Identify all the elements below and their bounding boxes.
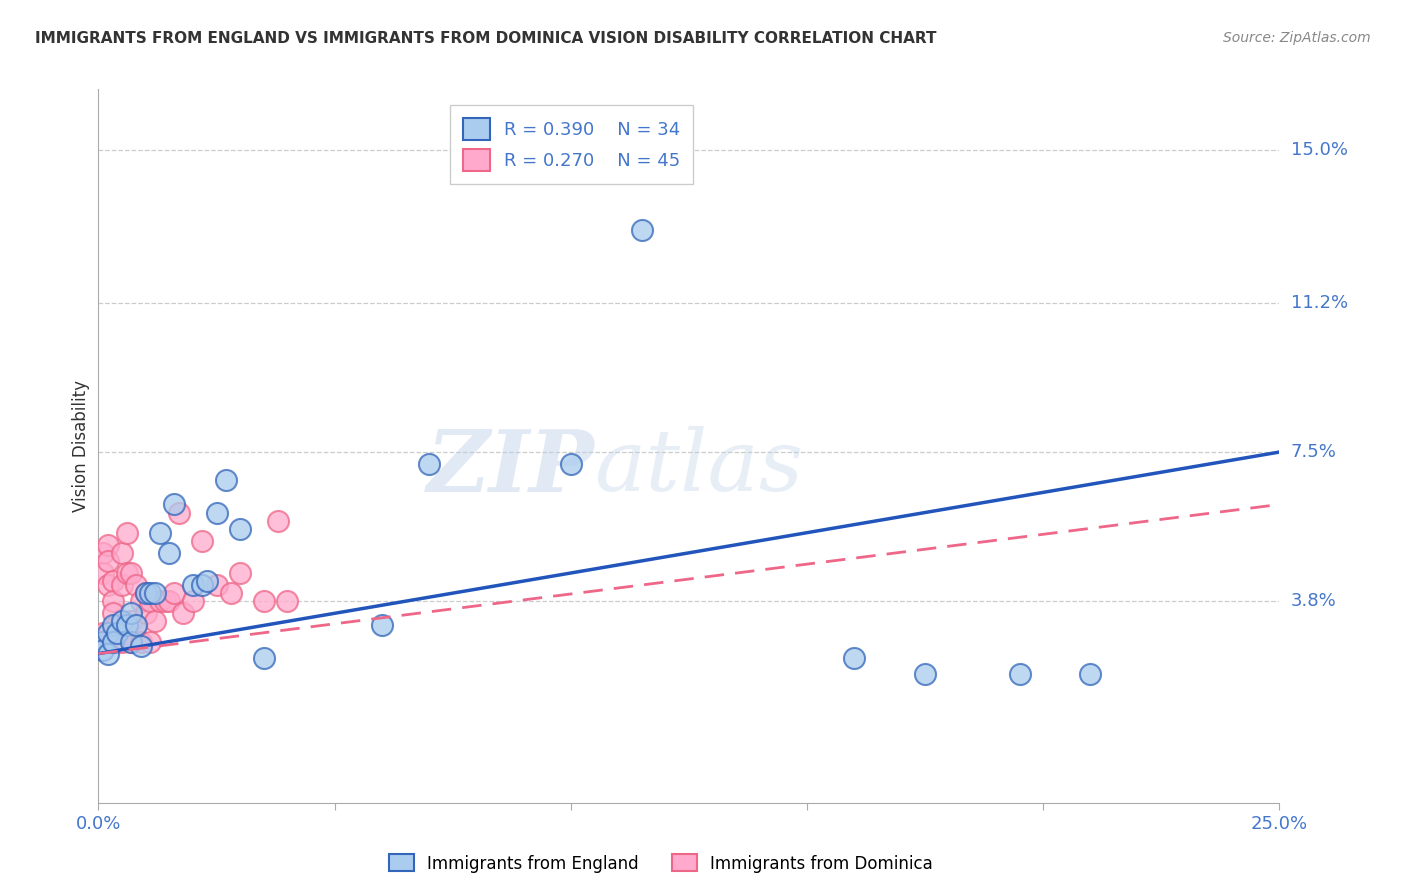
Text: atlas: atlas (595, 426, 804, 508)
Point (111, 546, 134, 560)
Point (97, 626, 120, 640)
Point (219, 586, 242, 600)
Point (105, 634, 128, 648)
Point (630, 223, 652, 237)
Point (172, 607, 194, 621)
Point (253, 650, 276, 665)
Point (163, 586, 186, 600)
Point (139, 594, 162, 608)
Point (181, 594, 204, 608)
Point (125, 618, 148, 632)
Point (229, 566, 252, 580)
Point (91, 626, 114, 640)
Legend: Immigrants from England, Immigrants from Dominica: Immigrants from England, Immigrants from… (382, 847, 939, 880)
Point (121, 634, 143, 648)
Point (1080, 666, 1102, 681)
Text: 11.2%: 11.2% (1291, 293, 1348, 312)
Point (371, 618, 394, 632)
Point (163, 498, 186, 512)
Point (101, 626, 124, 640)
Point (129, 594, 152, 608)
Point (157, 546, 180, 560)
Point (135, 586, 157, 600)
Point (121, 634, 143, 648)
Point (121, 607, 143, 621)
Point (105, 626, 128, 640)
Point (135, 586, 157, 600)
Point (125, 578, 148, 592)
Y-axis label: Vision Disability: Vision Disability (72, 380, 90, 512)
Point (121, 566, 143, 580)
Point (143, 586, 166, 600)
Point (129, 634, 152, 648)
Point (153, 594, 176, 608)
Point (191, 578, 214, 592)
Point (97, 554, 120, 568)
Point (105, 618, 128, 632)
Point (844, 650, 866, 665)
Text: ZIP: ZIP (426, 425, 595, 509)
Point (560, 457, 582, 471)
Text: 3.8%: 3.8% (1291, 592, 1336, 610)
Point (149, 525, 172, 540)
Point (267, 514, 290, 528)
Point (91, 642, 114, 657)
Text: Source: ZipAtlas.com: Source: ZipAtlas.com (1223, 31, 1371, 45)
Legend: R = 0.390    N = 34, R = 0.270    N = 45: R = 0.390 N = 34, R = 0.270 N = 45 (450, 105, 693, 184)
Point (139, 586, 162, 600)
Text: 15.0%: 15.0% (1291, 141, 1347, 159)
Point (205, 578, 228, 592)
Point (1008, 666, 1031, 681)
Point (91, 634, 114, 648)
Point (91, 566, 114, 580)
Point (418, 457, 440, 471)
Point (205, 506, 228, 520)
Point (191, 533, 214, 548)
Point (135, 607, 157, 621)
Point (914, 666, 936, 681)
Point (111, 634, 134, 648)
Point (97, 538, 120, 552)
Text: 7.5%: 7.5% (1291, 443, 1337, 461)
Point (129, 639, 152, 653)
Point (229, 522, 252, 536)
Point (215, 473, 238, 487)
Text: IMMIGRANTS FROM ENGLAND VS IMMIGRANTS FROM DOMINICA VISION DISABILITY CORRELATIO: IMMIGRANTS FROM ENGLAND VS IMMIGRANTS FR… (35, 31, 936, 46)
Point (157, 594, 180, 608)
Point (149, 594, 172, 608)
Point (101, 634, 124, 648)
Point (111, 578, 134, 592)
Point (195, 574, 218, 588)
Point (115, 525, 138, 540)
Point (91, 546, 114, 560)
Point (125, 618, 148, 632)
Point (97, 578, 120, 592)
Point (139, 634, 162, 648)
Point (253, 594, 276, 608)
Point (97, 647, 120, 661)
Point (115, 566, 138, 580)
Point (101, 574, 124, 588)
Point (115, 626, 138, 640)
Point (276, 594, 298, 608)
Point (91, 634, 114, 648)
Point (101, 594, 124, 608)
Point (115, 618, 138, 632)
Point (111, 615, 134, 629)
Point (181, 578, 204, 592)
Point (121, 615, 143, 629)
Point (167, 506, 190, 520)
Point (101, 607, 124, 621)
Point (101, 618, 124, 632)
Point (143, 615, 166, 629)
